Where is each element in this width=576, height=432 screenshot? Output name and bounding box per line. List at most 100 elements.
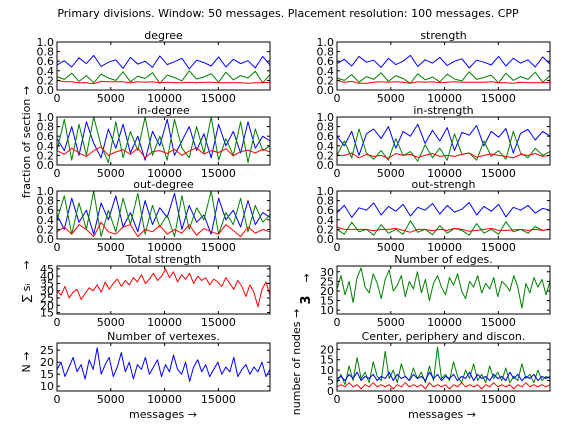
y-tick-label-vertexes-3: 25 — [40, 344, 54, 357]
panel-out-degree: out-degree 0 5000 10000 15000 0.00.20.40.60.8… — [37, 178, 271, 254]
y-label-fraction-of-section: fraction of section → — [20, 86, 33, 198]
series-line-strength-2 — [336, 79, 551, 84]
series-line-edges-0 — [336, 267, 551, 309]
x-tick-label-in-degree-3: 15000 — [201, 167, 236, 180]
panel-title-in-degree: in-degree — [137, 104, 190, 117]
axes-frame-in-degree — [56, 116, 271, 166]
x-tick-label-out-degree-3: 15000 — [201, 241, 236, 254]
series-line-vertexes-0 — [56, 347, 271, 382]
y-tick-label-out-strength-4: 0.8 — [317, 195, 335, 208]
x-tick-label-center-3: 15000 — [481, 393, 516, 406]
series-line-in-strength-1 — [336, 128, 551, 162]
axes-frame-vertexes — [56, 342, 271, 392]
y-tick-label-vertexes-0: 10 — [40, 380, 54, 393]
y-tick-label-strength-0: 0.0 — [317, 84, 335, 97]
x-tick-label-in-strength-3: 15000 — [481, 167, 516, 180]
axes-frame-strength — [336, 41, 551, 91]
x-tick-label-center-2: 10000 — [427, 393, 462, 406]
y-tick-label-center-4: 20 — [320, 343, 334, 356]
y-tick-label-vertexes-1: 15 — [40, 368, 54, 381]
x-tick-label-degree-2: 10000 — [147, 92, 182, 105]
y-tick-label-strength-3: 0.6 — [317, 55, 335, 68]
x-tick-label-in-strength-1: 5000 — [377, 167, 405, 180]
y-tick-label-total-strength-0: 15 — [40, 307, 54, 320]
y-tick-label-total-strength-6: 45 — [40, 263, 54, 276]
x-tick-label-strength-0: 0 — [334, 92, 341, 105]
x-tick-label-in-degree-2: 10000 — [147, 167, 182, 180]
y-tick-label-strength-2: 0.4 — [317, 65, 335, 78]
series-line-in-strength-0 — [336, 123, 551, 156]
x-tick-label-strength-3: 15000 — [481, 92, 516, 105]
y-tick-label-out-strength-1: 0.2 — [317, 223, 335, 236]
panel-out-strength: out-strengh 0 5000 10000 15000 0.00.20.40.60.… — [317, 178, 551, 254]
y-tick-label-out-degree-1: 0.2 — [37, 223, 55, 236]
y-tick-label-out-strength-0: 0.0 — [317, 233, 335, 246]
y-tick-label-in-strength-0: 0.0 — [317, 159, 335, 172]
panel-center: Center, periphery and discon. 0 5000 10000 1… — [320, 330, 551, 406]
y-tick-label-out-strength-3: 0.6 — [317, 204, 335, 217]
panel-in-degree: in-degree 0 5000 10000 15000 0.00.20.40.60.81… — [37, 104, 271, 180]
x-tick-label-edges-3: 15000 — [481, 316, 516, 329]
series-line-out-degree-0 — [56, 192, 271, 235]
x-tick-label-edges-1: 5000 — [377, 316, 405, 329]
y-tick-label-total-strength-5: 40 — [40, 270, 54, 283]
x-tick-label-in-degree-0: 0 — [54, 167, 61, 180]
panel-strength: strength 0 5000 10000 15000 0.00.20.40.60.81.… — [317, 29, 551, 105]
series-line-center-2 — [336, 382, 551, 390]
y-tick-label-center-1: 5 — [327, 375, 334, 388]
series-line-out-degree-1 — [56, 190, 271, 238]
panel-title-out-degree: out-degree — [133, 178, 194, 191]
y-tick-label-in-strength-4: 0.8 — [317, 121, 335, 134]
x-tick-label-total-strength-3: 15000 — [201, 316, 236, 329]
y-tick-label-edges-3: 25 — [320, 275, 334, 288]
series-line-total-strength-0 — [56, 268, 271, 308]
y-tick-label-in-strength-1: 0.2 — [317, 149, 335, 162]
axes-frame-total-strength — [56, 265, 271, 315]
series-line-degree-2 — [56, 79, 271, 85]
y-tick-label-edges-4: 30 — [320, 266, 334, 279]
x-tick-label-degree-3: 15000 — [201, 92, 236, 105]
axes-frame-in-strength — [336, 116, 551, 166]
x-tick-label-edges-0: 0 — [334, 316, 341, 329]
y-tick-label-total-strength-4: 35 — [40, 277, 54, 290]
y-label-number-of-nodes: number of nodes → — [290, 309, 303, 415]
y-tick-label-in-strength-3: 0.6 — [317, 130, 335, 143]
x-tick-label-in-strength-0: 0 — [334, 167, 341, 180]
x-tick-label-total-strength-0: 0 — [54, 316, 61, 329]
x-tick-label-out-degree-1: 5000 — [97, 241, 125, 254]
y-tick-label-in-degree-3: 0.6 — [37, 130, 55, 143]
panel-title-edges: Number of edges. — [394, 253, 493, 266]
y-tick-label-out-degree-3: 0.6 — [37, 204, 55, 217]
y-tick-label-vertexes-2: 20 — [40, 356, 54, 369]
panel-title-out-strength: out-strengh — [411, 178, 475, 191]
series-line-in-degree-0 — [56, 118, 271, 161]
y-tick-label-in-degree-4: 0.8 — [37, 121, 55, 134]
series-line-out-degree-2 — [56, 221, 271, 238]
x-tick-label-vertexes-0: 0 — [54, 393, 61, 406]
y-tick-label-out-strength-5: 1.0 — [317, 185, 335, 198]
axes-frame-center — [336, 342, 551, 392]
y-label-3: 3 — [299, 295, 314, 304]
series-line-out-strength-1 — [336, 220, 551, 236]
x-tick-label-total-strength-1: 5000 — [97, 316, 125, 329]
x-tick-label-out-strength-0: 0 — [334, 241, 341, 254]
series-line-out-strength-2 — [336, 226, 551, 233]
x-tick-label-vertexes-2: 10000 — [147, 393, 182, 406]
x-tick-label-center-0: 0 — [334, 393, 341, 406]
y-tick-label-total-strength-2: 25 — [40, 292, 54, 305]
x-tick-label-vertexes-1: 5000 — [97, 393, 125, 406]
y-tick-label-in-degree-0: 0.0 — [37, 159, 55, 172]
y-tick-label-total-strength-1: 20 — [40, 299, 54, 312]
y-tick-label-in-degree-2: 0.4 — [37, 140, 55, 153]
x-tick-label-out-strength-2: 10000 — [427, 241, 462, 254]
y-tick-label-out-degree-5: 1.0 — [37, 185, 55, 198]
series-line-in-degree-2 — [56, 146, 271, 159]
panel-vertexes: Number of vertexes. 0 5000 10000 15000 101520… — [40, 330, 271, 406]
y-tick-label-degree-2: 0.4 — [37, 65, 55, 78]
panel-title-strength: strength — [420, 29, 466, 42]
x-tick-label-vertexes-3: 15000 — [201, 393, 236, 406]
y-tick-label-in-degree-1: 0.2 — [37, 149, 55, 162]
x-tick-label-degree-0: 0 — [54, 92, 61, 105]
y-tick-label-strength-5: 1.0 — [317, 36, 335, 49]
